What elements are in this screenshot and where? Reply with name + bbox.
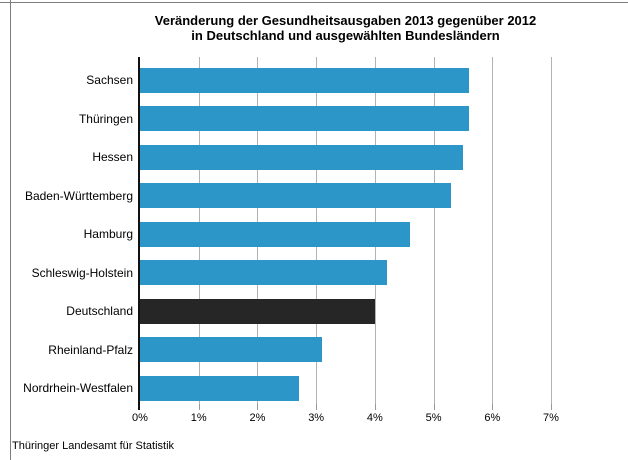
category-label-deutschland: Deutschland xyxy=(66,304,133,319)
chart-title-line-1: Veränderung der Gesundheitsausgaben 2013… xyxy=(154,13,537,28)
tick-3% xyxy=(316,404,318,410)
tick-7% xyxy=(551,404,552,410)
bar-rheinland-pfalz xyxy=(140,337,322,363)
category-label-th-ringen: Thüringen xyxy=(78,111,133,126)
chart-title-line-2: in Deutschland und ausgewählten Bundeslä… xyxy=(191,28,500,43)
xtick-label-1%: 1% xyxy=(190,412,207,424)
category-label-schleswig-holstein: Schleswig-Holstein xyxy=(31,265,133,280)
bar-th-ringen xyxy=(140,106,469,132)
xtick-label-3%: 3% xyxy=(308,412,325,424)
bar-sachsen xyxy=(140,67,469,93)
y-axis-line xyxy=(138,57,140,410)
tick-6% xyxy=(492,404,494,410)
category-label-nordrhein-westfalen: Nordrhein-Westfalen xyxy=(23,381,133,396)
gridline-6% xyxy=(492,57,494,404)
tick-2% xyxy=(257,404,259,410)
gridline-7% xyxy=(551,57,552,404)
frame-border-top xyxy=(0,2,628,3)
gridline-5% xyxy=(433,57,435,404)
category-label-sachsen: Sachsen xyxy=(86,73,133,88)
tick-4% xyxy=(374,404,376,410)
plot-area xyxy=(138,57,552,410)
chart-title: Veränderung der Gesundheitsausgaben 2013… xyxy=(138,13,553,43)
tick-5% xyxy=(433,404,435,410)
frame-border-left xyxy=(10,0,11,460)
xtick-label-0%: 0% xyxy=(132,412,148,424)
xtick-label-2%: 2% xyxy=(249,412,266,424)
category-label-hessen: Hessen xyxy=(92,150,133,165)
bar-hessen xyxy=(140,144,463,170)
bar-hamburg xyxy=(140,221,411,247)
tick-1% xyxy=(198,404,200,410)
bar-nordrhein-westfalen xyxy=(140,375,299,401)
xtick-label-6%: 6% xyxy=(484,412,501,424)
xtick-label-7%: 7% xyxy=(543,412,559,424)
category-label-hamburg: Hamburg xyxy=(83,227,133,242)
source-text: Thüringer Landesamt für Statistik xyxy=(12,440,175,452)
xtick-label-4%: 4% xyxy=(366,412,383,424)
xtick-label-5%: 5% xyxy=(425,412,442,424)
bar-baden-w-rttemberg xyxy=(140,183,452,209)
bar-schleswig-holstein xyxy=(140,260,387,286)
category-label-baden-w-rttemberg: Baden-Württemberg xyxy=(24,188,133,203)
bar-deutschland xyxy=(140,298,375,324)
category-label-rheinland-pfalz: Rheinland-Pfalz xyxy=(48,342,133,357)
